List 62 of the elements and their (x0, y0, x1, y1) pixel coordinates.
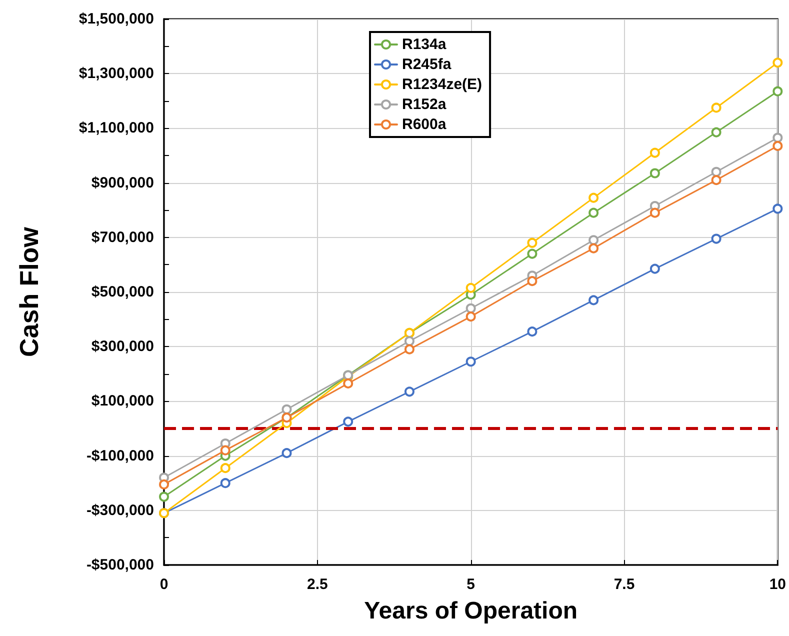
point (711, 166, 722, 177)
point (220, 445, 230, 456)
y-tick-label: $1,500,000 (78, 10, 154, 28)
y-tick-label: $100,000 (91, 392, 154, 410)
y-tick-label: $1,300,000 (78, 65, 154, 82)
y-tick-label: $700,000 (91, 228, 154, 246)
y-tick-label: -$300,000 (86, 502, 154, 519)
legend-label: R1234ze(E) (402, 76, 482, 93)
x-tick-label: 5 (466, 576, 475, 593)
y-tick-label: $1,100,000 (78, 120, 154, 137)
point (711, 102, 722, 113)
point (711, 127, 722, 138)
point (466, 303, 476, 314)
point (588, 192, 599, 203)
point (527, 326, 538, 337)
point (772, 204, 783, 214)
point (650, 264, 660, 274)
point (772, 58, 783, 68)
legend-label: R245fa (402, 56, 452, 73)
point (466, 356, 476, 367)
point (650, 168, 660, 178)
point (159, 479, 169, 490)
point (711, 234, 722, 244)
x-tick-label: 7.5 (614, 576, 635, 593)
point (711, 175, 722, 186)
point (772, 86, 783, 96)
legend-label: R134a (402, 36, 447, 53)
point (282, 404, 292, 414)
y-tick-label: $500,000 (91, 284, 154, 300)
point (220, 463, 230, 474)
x-tick-label: 0 (160, 576, 168, 593)
point (343, 416, 354, 427)
point (588, 295, 599, 306)
x-axis-title: Years of Operation (364, 598, 578, 624)
point (527, 238, 538, 248)
point (159, 492, 169, 502)
point (527, 248, 538, 259)
point (527, 276, 538, 286)
point (466, 312, 476, 322)
point (650, 208, 660, 218)
y-tick-label: $900,000 (91, 174, 154, 192)
point (772, 132, 783, 143)
point (282, 448, 292, 458)
y-tick-label: -$500,000 (86, 556, 154, 574)
point (404, 344, 414, 354)
point (588, 235, 599, 246)
point (650, 148, 660, 158)
y-tick-label: -$100,000 (86, 447, 154, 464)
point (404, 336, 414, 346)
legend-label: R600a (402, 116, 447, 133)
x-tick-label: 10 (769, 576, 786, 593)
point (404, 386, 414, 397)
y-tick-label: $300,000 (91, 338, 154, 356)
point (588, 243, 599, 254)
legend-label: R152a (402, 96, 447, 113)
point (588, 208, 599, 218)
x-tick-label: 2.5 (306, 576, 328, 593)
point (220, 478, 230, 488)
y-axis-title: Cash Flow (14, 226, 44, 358)
point (466, 282, 476, 293)
point (343, 378, 354, 388)
point (772, 140, 783, 151)
